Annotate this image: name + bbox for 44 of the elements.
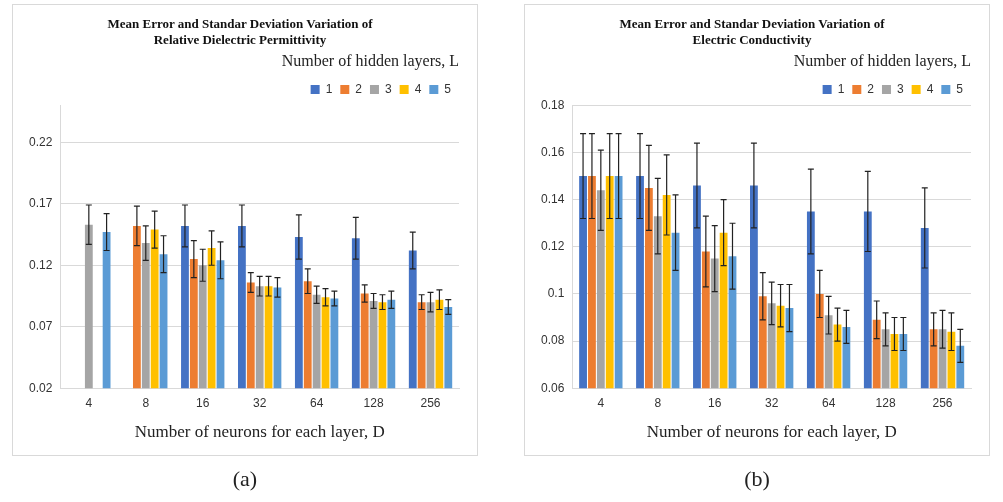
legend-label: 2: [355, 81, 363, 96]
legend-label: 5: [956, 81, 964, 96]
legend-label: 3: [384, 81, 392, 96]
x-axis-title: Number of neurons for each layer, D: [646, 422, 897, 442]
y-tick-label: 0.1: [547, 286, 565, 301]
chart-title: Mean Error and Standar Deviation Variation of Electric Conductivity: [619, 16, 886, 47]
legend-title: Number of hidden layers, L: [281, 52, 459, 71]
text: (a): [231, 466, 259, 492]
legend-label: 4: [926, 81, 934, 96]
text: (b): [743, 466, 771, 492]
legend-label: 3: [896, 81, 904, 96]
chart-title: Mean Error and Standar Deviation Variation of Relative Dielectric Permittivity: [107, 16, 374, 47]
x-tick-label: 4: [85, 395, 93, 410]
y-tick-label: 0.07: [29, 319, 53, 334]
x-tick-label: 256: [932, 395, 953, 410]
x-tick-label: 128: [363, 395, 384, 410]
y-tick-label: 0.12: [29, 257, 53, 272]
y-tick-label: 0.06: [541, 380, 565, 395]
legend-label: 4: [414, 81, 422, 96]
x-tick-label: 8: [654, 395, 662, 410]
y-tick-label: 0.02: [29, 380, 53, 395]
x-tick-label: 64: [821, 395, 836, 410]
x-tick-label: 8: [142, 395, 150, 410]
x-tick-label: 64: [309, 395, 324, 410]
x-tick-label: 16: [708, 395, 722, 410]
x-tick-label: 128: [875, 395, 896, 410]
legend-label: 1: [837, 81, 845, 96]
y-tick-label: 0.18: [541, 97, 565, 112]
legend-label: 2: [867, 81, 875, 96]
y-tick-label: 0.17: [29, 196, 53, 211]
x-tick-label: 4: [597, 395, 605, 410]
legend-label: 5: [444, 81, 452, 96]
y-tick-label: 0.12: [541, 239, 565, 254]
y-tick-label: 0.08: [541, 333, 565, 348]
x-tick-label: 32: [253, 395, 267, 410]
legend-title: Number of hidden layers, L: [793, 52, 971, 71]
y-tick-label: 0.16: [541, 144, 565, 159]
x-axis-title: Number of neurons for each layer, D: [134, 422, 385, 442]
x-tick-label: 16: [196, 395, 210, 410]
legend-label: 1: [325, 81, 333, 96]
x-tick-label: 256: [420, 395, 441, 410]
x-tick-label: 32: [765, 395, 779, 410]
y-tick-label: 0.14: [541, 191, 565, 206]
y-tick-label: 0.22: [29, 134, 53, 149]
